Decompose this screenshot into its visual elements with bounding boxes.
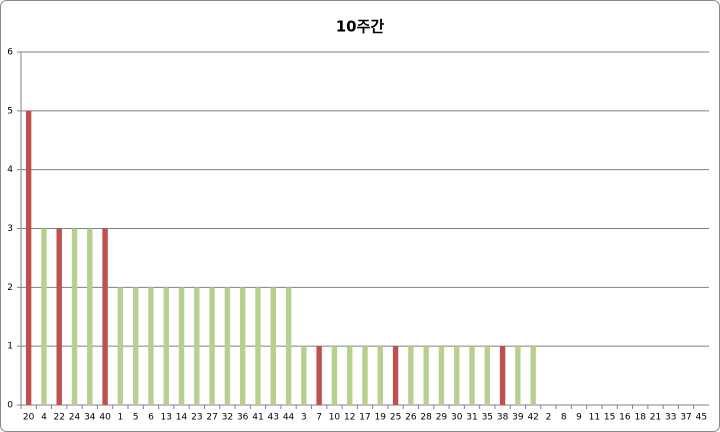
x-tick-label: 45 [696,413,707,423]
x-tick-label: 16 [619,413,631,423]
bar [255,287,261,405]
x-tick-label: 39 [512,413,524,423]
bar [530,346,536,405]
x-tick-label: 40 [99,413,111,423]
chart-title: 10주간 [336,18,385,36]
bar [25,110,32,405]
x-tick-label: 42 [527,413,538,423]
x-tick-label: 32 [222,413,233,423]
x-tick-label: 22 [53,413,64,423]
y-tick-label: 0 [7,401,13,411]
x-tick-label: 31 [466,413,477,423]
x-tick-label: 5 [133,413,139,423]
bar [71,228,78,405]
x-tick-label: 4 [41,413,47,423]
bar [117,287,124,405]
bar [469,346,475,405]
bar [438,346,445,405]
y-tick-label: 2 [7,283,13,293]
x-tick-label: 10 [329,413,341,423]
bar [41,228,47,405]
bar [56,228,62,405]
bar [301,346,307,405]
bar [316,346,322,405]
bar [499,346,506,405]
bar [347,346,353,405]
bar [423,346,429,405]
x-tick-label: 38 [497,413,509,423]
x-tick-label: 28 [420,413,432,423]
x-tick-label: 19 [375,413,387,423]
bar [209,287,215,405]
y-tick-label: 5 [7,106,13,116]
x-tick-label: 2 [546,413,552,423]
y-tick-label: 3 [7,224,13,234]
bar [102,228,108,405]
x-tick-label: 41 [252,413,263,423]
x-tick-label: 14 [176,413,188,423]
bar [331,346,338,405]
bar [163,287,169,405]
x-tick-label: 7 [316,413,322,423]
x-tick-label: 1 [118,413,124,423]
x-tick-label: 21 [650,413,661,423]
bar [239,287,246,405]
x-tick-label: 3 [301,413,307,423]
x-tick-label: 27 [206,413,217,423]
bar [224,287,231,405]
bar [132,287,139,405]
bar [392,346,399,405]
bar [408,346,414,405]
x-tick-label: 23 [191,413,202,423]
bar [515,346,521,405]
bar [362,346,368,405]
bar [178,287,185,405]
x-tick-label: 43 [268,413,279,423]
bar [377,346,383,405]
x-tick-label: 36 [237,413,249,423]
bar [194,287,200,405]
y-tick-label: 6 [7,48,13,58]
x-tick-label: 30 [451,413,463,423]
bar [87,228,93,405]
x-tick-label: 15 [604,413,615,423]
x-tick-label: 24 [69,413,81,423]
bar [484,346,491,405]
x-tick-label: 34 [84,413,96,423]
x-tick-label: 13 [161,413,172,423]
bar [270,287,276,405]
y-tick-label: 1 [7,342,13,352]
bar [285,287,292,405]
x-tick-label: 17 [359,413,370,423]
x-tick-label: 11 [589,413,600,423]
x-tick-label: 20 [23,413,35,423]
bar [454,346,460,405]
x-tick-label: 18 [634,413,646,423]
x-tick-label: 12 [344,413,355,423]
x-tick-label: 26 [405,413,417,423]
x-tick-label: 8 [561,413,567,423]
x-tick-label: 29 [436,413,448,423]
x-tick-label: 44 [283,413,295,423]
y-tick-label: 4 [7,165,13,175]
bar [148,287,154,405]
x-tick-label: 37 [680,413,691,423]
x-tick-label: 9 [576,413,582,423]
x-tick-label: 33 [665,413,676,423]
x-tick-label: 6 [148,413,154,423]
x-tick-label: 35 [482,413,493,423]
x-tick-label: 25 [390,413,401,423]
